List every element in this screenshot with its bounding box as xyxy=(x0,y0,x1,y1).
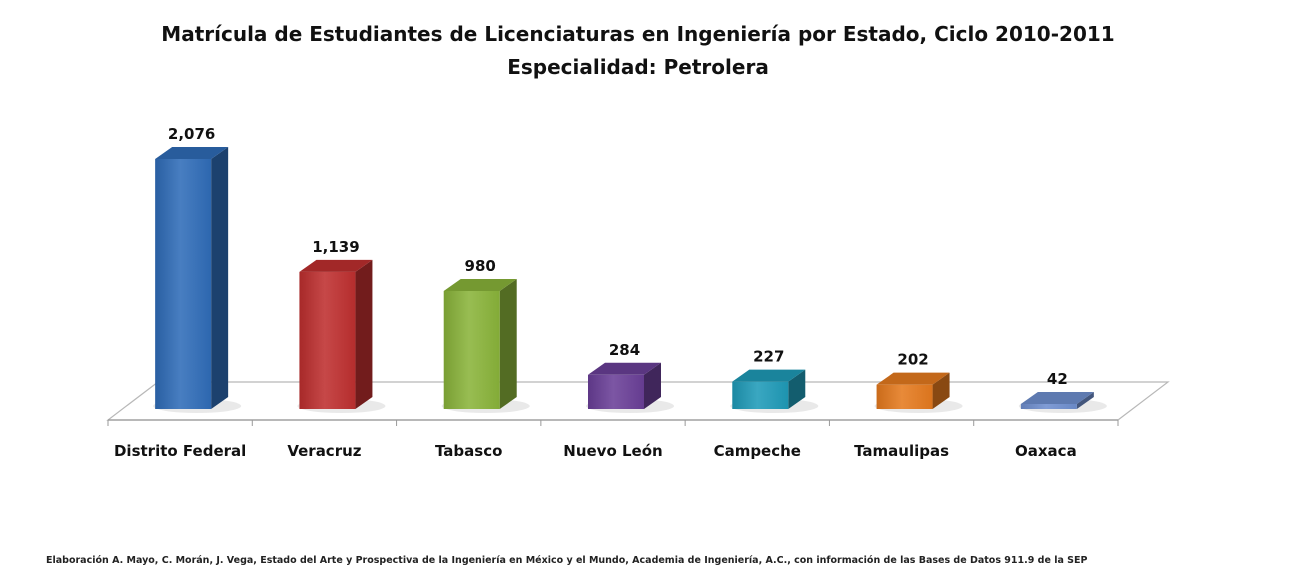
bar-2 xyxy=(299,259,373,409)
bar-3 xyxy=(443,278,517,409)
bar-top xyxy=(443,278,517,291)
bar-front xyxy=(876,384,933,409)
bar-1 xyxy=(155,147,229,409)
bar-top xyxy=(1020,391,1094,404)
bar-front xyxy=(299,271,356,409)
bar-side xyxy=(355,259,373,409)
category-labels: Distrito Federal Veracruz Tabasco Nuevo Leó… xyxy=(114,442,1077,460)
value-label: 202 xyxy=(897,351,928,369)
value-label: 980 xyxy=(465,257,496,275)
bars xyxy=(155,147,1094,409)
bar-top xyxy=(155,147,229,159)
value-label: 2,076 xyxy=(168,125,215,143)
value-label: 1,139 xyxy=(312,238,359,256)
category-label: Campeche xyxy=(714,442,801,460)
category-label: Distrito Federal xyxy=(114,442,246,460)
chart-subtitle: Especialidad: Petrolera xyxy=(507,55,769,79)
bar-side xyxy=(1076,391,1094,409)
bar-top xyxy=(732,369,806,382)
chart-title: Matrícula de Estudiantes de Licenciatura… xyxy=(161,22,1115,46)
value-label: 227 xyxy=(753,348,784,366)
category-label: Oaxaca xyxy=(1015,442,1077,460)
value-labels: 2,076 1,139 980 284 227 202 42 xyxy=(168,125,1068,388)
category-label: Nuevo León xyxy=(563,442,662,460)
category-label: Tabasco xyxy=(435,442,502,460)
bar-6 xyxy=(876,372,950,409)
bar-side xyxy=(932,372,950,409)
bar-4 xyxy=(588,362,661,409)
bar-top xyxy=(588,362,661,375)
bar-top xyxy=(876,372,950,385)
bar-top xyxy=(299,259,373,272)
value-label: 42 xyxy=(1047,370,1068,388)
bar-front xyxy=(1020,403,1077,409)
bar-side xyxy=(499,278,517,409)
bar-front xyxy=(732,381,789,409)
category-label: Tamaulipas xyxy=(854,442,949,460)
source-footnote: Elaboración A. Mayo, C. Morán, J. Vega, … xyxy=(46,555,1088,566)
bar-side xyxy=(644,362,661,409)
value-label: 284 xyxy=(609,341,640,359)
bar-side xyxy=(211,147,229,409)
bar-side xyxy=(788,369,806,409)
bar-front xyxy=(588,374,644,409)
bar-5 xyxy=(732,369,806,409)
bar-7 xyxy=(1020,391,1094,409)
bar-front xyxy=(155,159,212,409)
bar-front xyxy=(443,290,500,409)
category-label: Veracruz xyxy=(287,442,361,460)
